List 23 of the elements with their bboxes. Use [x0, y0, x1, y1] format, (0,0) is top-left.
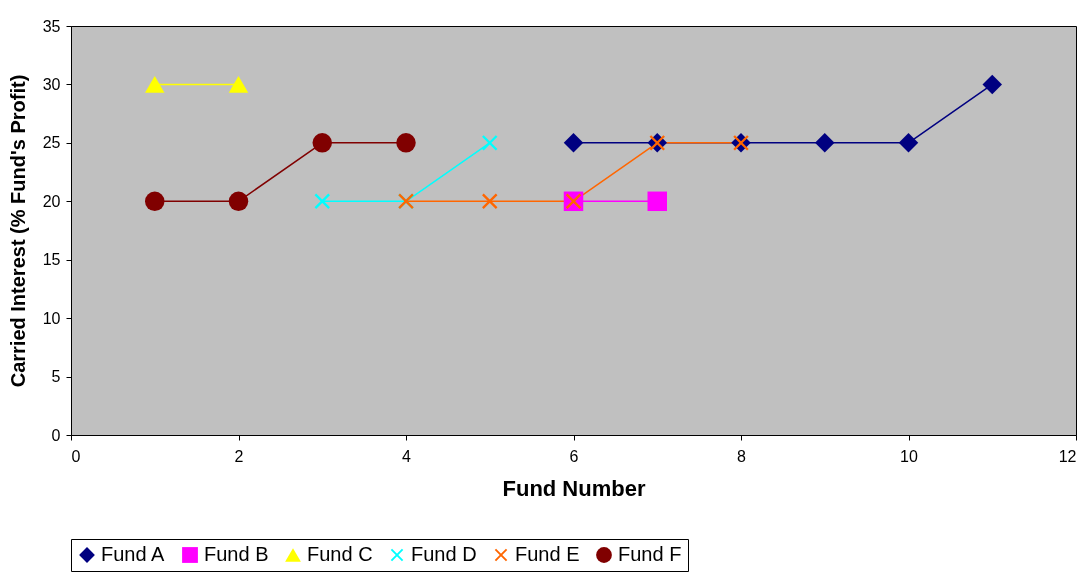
x-tick-label: 2: [234, 447, 244, 465]
x-tick-label: 4: [402, 447, 412, 465]
legend-label: Fund D: [411, 543, 477, 565]
legend-label: Fund B: [204, 543, 269, 565]
x-axis-title: Fund Number: [502, 475, 646, 501]
x-tick-label: 0: [71, 447, 81, 465]
x-tick-label: 12: [1058, 447, 1077, 465]
legend-label: Fund A: [101, 543, 166, 565]
y-tick-label: 20: [42, 192, 61, 210]
legend-label: Fund C: [307, 543, 373, 565]
legend-label: Fund F: [618, 543, 682, 565]
x-tick-label: 8: [737, 447, 747, 465]
y-tick-label: 25: [42, 134, 61, 152]
x-tick-label: 10: [900, 447, 918, 465]
x-tick-label: 6: [569, 447, 579, 465]
y-tick-label: 15: [42, 251, 61, 269]
y-tick-label: 5: [51, 368, 61, 386]
legend-label: Fund E: [515, 543, 580, 565]
y-tick-label: 30: [42, 75, 61, 93]
y-tick-label: 0: [51, 426, 61, 444]
y-axis-title: Carried Interest (% Fund's Profit): [6, 74, 29, 388]
y-tick-label: 35: [42, 17, 61, 35]
y-tick-label: 10: [42, 309, 61, 327]
